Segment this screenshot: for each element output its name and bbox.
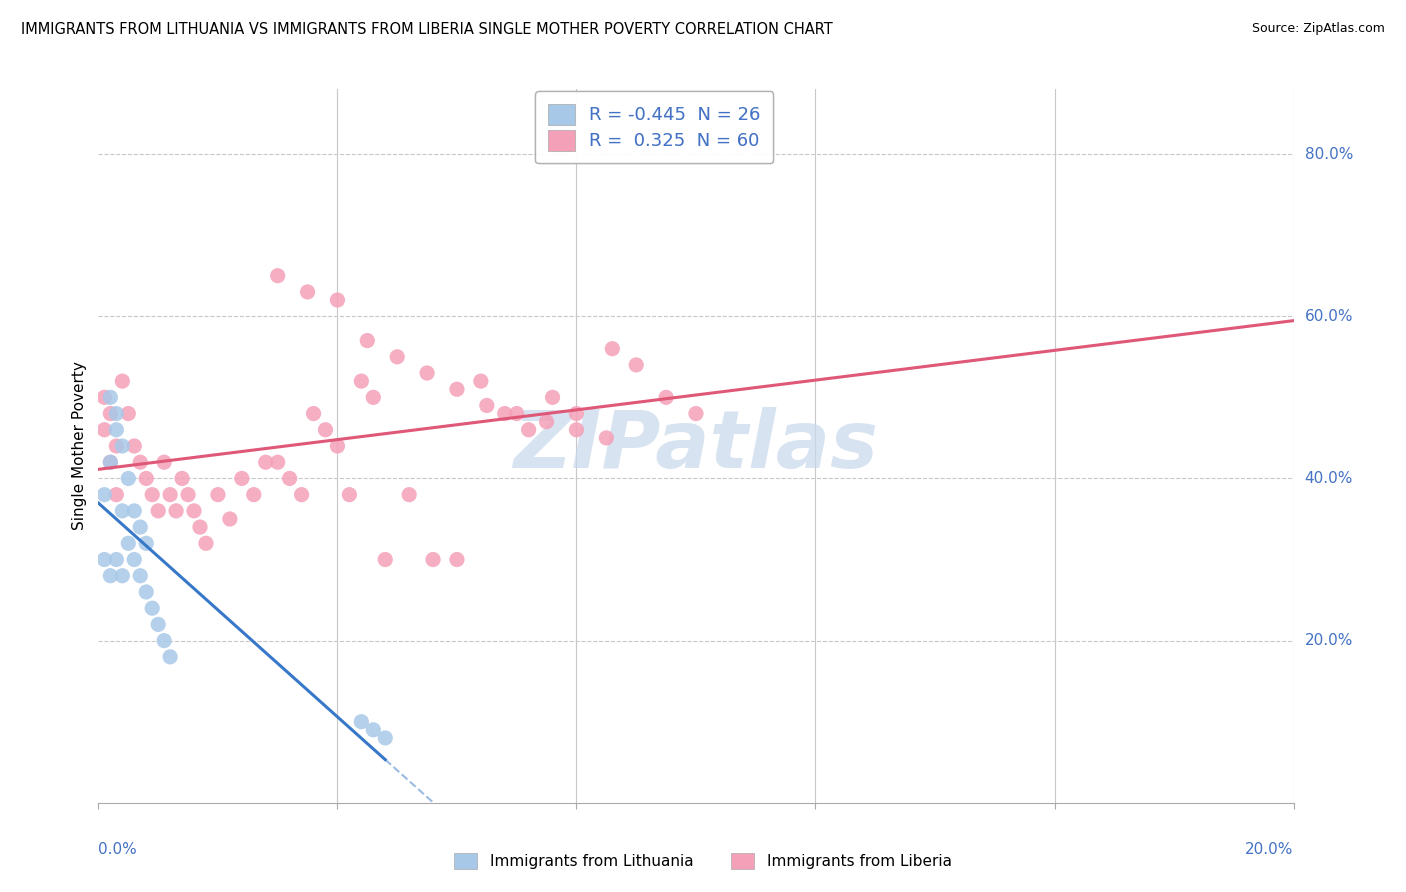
Point <box>446 382 468 396</box>
Point <box>494 407 516 421</box>
Point <box>117 536 139 550</box>
Point <box>124 504 146 518</box>
Point <box>326 439 349 453</box>
Point <box>398 488 420 502</box>
Point <box>135 536 157 550</box>
Point <box>565 423 588 437</box>
Point <box>111 374 134 388</box>
Point <box>98 568 122 582</box>
Point <box>93 488 115 502</box>
Point <box>111 504 134 518</box>
Point <box>141 488 163 502</box>
Point <box>117 471 139 485</box>
Point <box>165 504 187 518</box>
Point <box>416 366 439 380</box>
Point <box>326 293 349 307</box>
Point <box>374 552 396 566</box>
Point <box>98 455 122 469</box>
Point <box>219 512 242 526</box>
Point <box>267 455 290 469</box>
Point <box>105 552 128 566</box>
Point <box>93 423 115 437</box>
Point <box>685 407 707 421</box>
Point <box>374 731 396 745</box>
Point <box>105 423 128 437</box>
Point <box>297 285 319 299</box>
Point <box>356 334 378 348</box>
Point <box>339 488 361 502</box>
Text: 60.0%: 60.0% <box>1305 309 1353 324</box>
Point <box>475 399 498 413</box>
Point <box>129 520 152 534</box>
Point <box>183 504 205 518</box>
Point <box>141 601 163 615</box>
Point <box>111 568 134 582</box>
Text: Source: ZipAtlas.com: Source: ZipAtlas.com <box>1251 22 1385 36</box>
Point <box>422 552 444 566</box>
Point <box>124 552 146 566</box>
Point <box>105 407 128 421</box>
Text: 80.0%: 80.0% <box>1305 146 1353 161</box>
Point <box>124 439 146 453</box>
Point <box>148 504 170 518</box>
Point <box>172 471 194 485</box>
Text: 40.0%: 40.0% <box>1305 471 1353 486</box>
Point <box>159 649 181 664</box>
Point <box>153 633 176 648</box>
Point <box>135 471 157 485</box>
Point <box>153 455 176 469</box>
Point <box>188 520 211 534</box>
Point <box>565 407 588 421</box>
Legend: Immigrants from Lithuania, Immigrants from Liberia: Immigrants from Lithuania, Immigrants fr… <box>449 847 957 875</box>
Point <box>135 585 157 599</box>
Point <box>129 568 152 582</box>
Point <box>98 407 122 421</box>
Point <box>254 455 277 469</box>
Point <box>363 390 385 404</box>
Point <box>363 723 385 737</box>
Y-axis label: Single Mother Poverty: Single Mother Poverty <box>72 361 87 531</box>
Text: 20.0%: 20.0% <box>1305 633 1353 648</box>
Point <box>350 714 373 729</box>
Point <box>231 471 253 485</box>
Point <box>517 423 540 437</box>
Point <box>541 390 564 404</box>
Point <box>111 439 134 453</box>
Point <box>105 439 128 453</box>
Point <box>302 407 325 421</box>
Point <box>98 390 122 404</box>
Point <box>159 488 181 502</box>
Point <box>470 374 492 388</box>
Point <box>446 552 468 566</box>
Text: 20.0%: 20.0% <box>1246 842 1294 856</box>
Point <box>506 407 529 421</box>
Point <box>655 390 678 404</box>
Text: 0.0%: 0.0% <box>98 842 138 856</box>
Point <box>105 488 128 502</box>
Text: ZIPatlas: ZIPatlas <box>513 407 879 485</box>
Point <box>93 390 115 404</box>
Point <box>177 488 200 502</box>
Point <box>98 455 122 469</box>
Point <box>350 374 373 388</box>
Point <box>278 471 301 485</box>
Legend: R = -0.445  N = 26, R =  0.325  N = 60: R = -0.445 N = 26, R = 0.325 N = 60 <box>536 91 773 163</box>
Text: IMMIGRANTS FROM LITHUANIA VS IMMIGRANTS FROM LIBERIA SINGLE MOTHER POVERTY CORRE: IMMIGRANTS FROM LITHUANIA VS IMMIGRANTS … <box>21 22 832 37</box>
Point <box>602 342 624 356</box>
Point <box>129 455 152 469</box>
Point <box>536 415 558 429</box>
Point <box>148 617 170 632</box>
Point <box>117 407 139 421</box>
Point <box>291 488 314 502</box>
Point <box>626 358 648 372</box>
Point <box>93 552 115 566</box>
Point <box>195 536 218 550</box>
Point <box>267 268 290 283</box>
Point <box>243 488 266 502</box>
Point <box>207 488 229 502</box>
Point <box>385 350 409 364</box>
Point <box>315 423 337 437</box>
Point <box>595 431 617 445</box>
